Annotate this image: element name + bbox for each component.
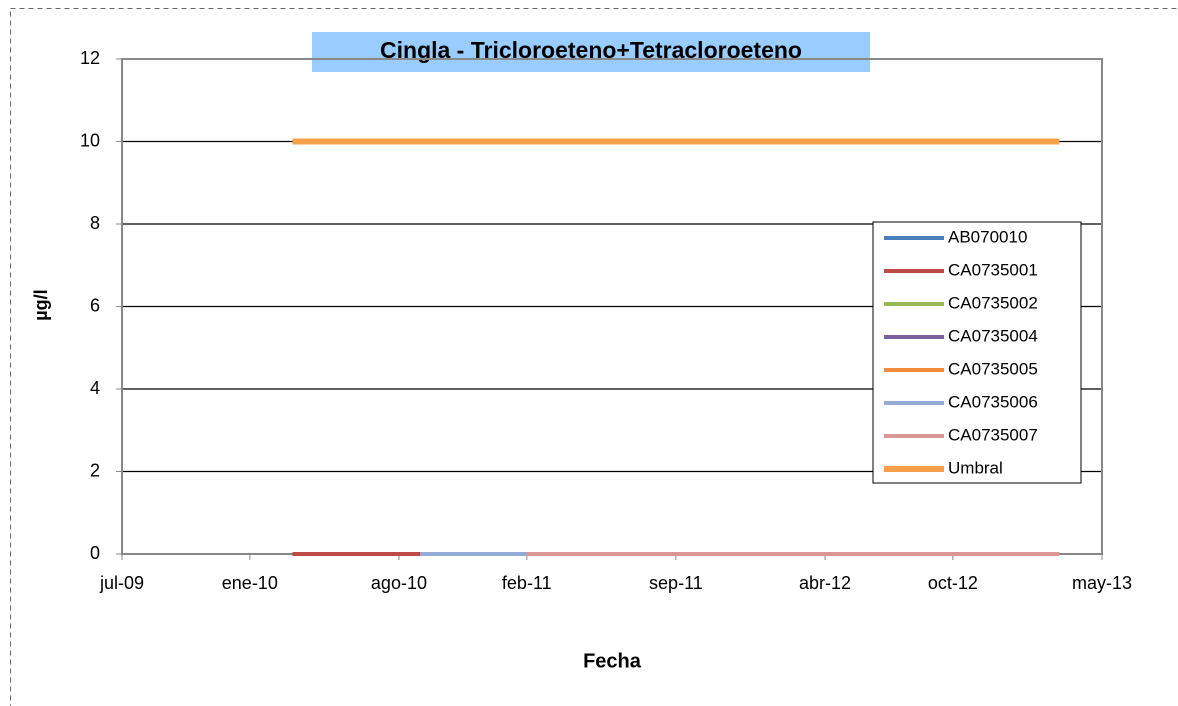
legend-label: CA0735006 [948,392,1038,411]
y-tick-label: 2 [90,460,100,480]
legend-label: AB070010 [948,227,1027,246]
legend-label: CA0735002 [948,293,1038,312]
x-tick-label: ago-10 [371,573,427,593]
legend-label: Umbral [948,458,1003,477]
x-tick-label: feb-11 [502,573,552,593]
legend-label: CA0735004 [948,326,1038,345]
legend-label: CA0735005 [948,359,1038,378]
x-tick-label: abr-12 [799,573,851,593]
y-tick-label: 6 [90,295,100,315]
legend-label: CA0735001 [948,260,1038,279]
y-axis-label: µg/l [31,289,51,320]
y-tick-label: 12 [80,48,100,68]
legend-label: CA0735007 [948,425,1038,444]
y-tick-label: 10 [80,130,100,150]
x-tick-label: may-13 [1072,573,1132,593]
y-tick-label: 0 [90,543,100,563]
y-tick-label: 4 [90,378,100,398]
x-axis-label: Fecha [583,650,642,672]
legend-box [872,221,1082,484]
x-tick-label: oct-12 [928,573,978,593]
title-box [312,32,870,72]
x-tick-label: ene-10 [222,573,278,593]
x-tick-label: sep-11 [649,573,703,593]
x-tick-label: jul-09 [99,573,144,593]
y-tick-label: 8 [90,213,100,233]
page-border [10,8,1178,706]
